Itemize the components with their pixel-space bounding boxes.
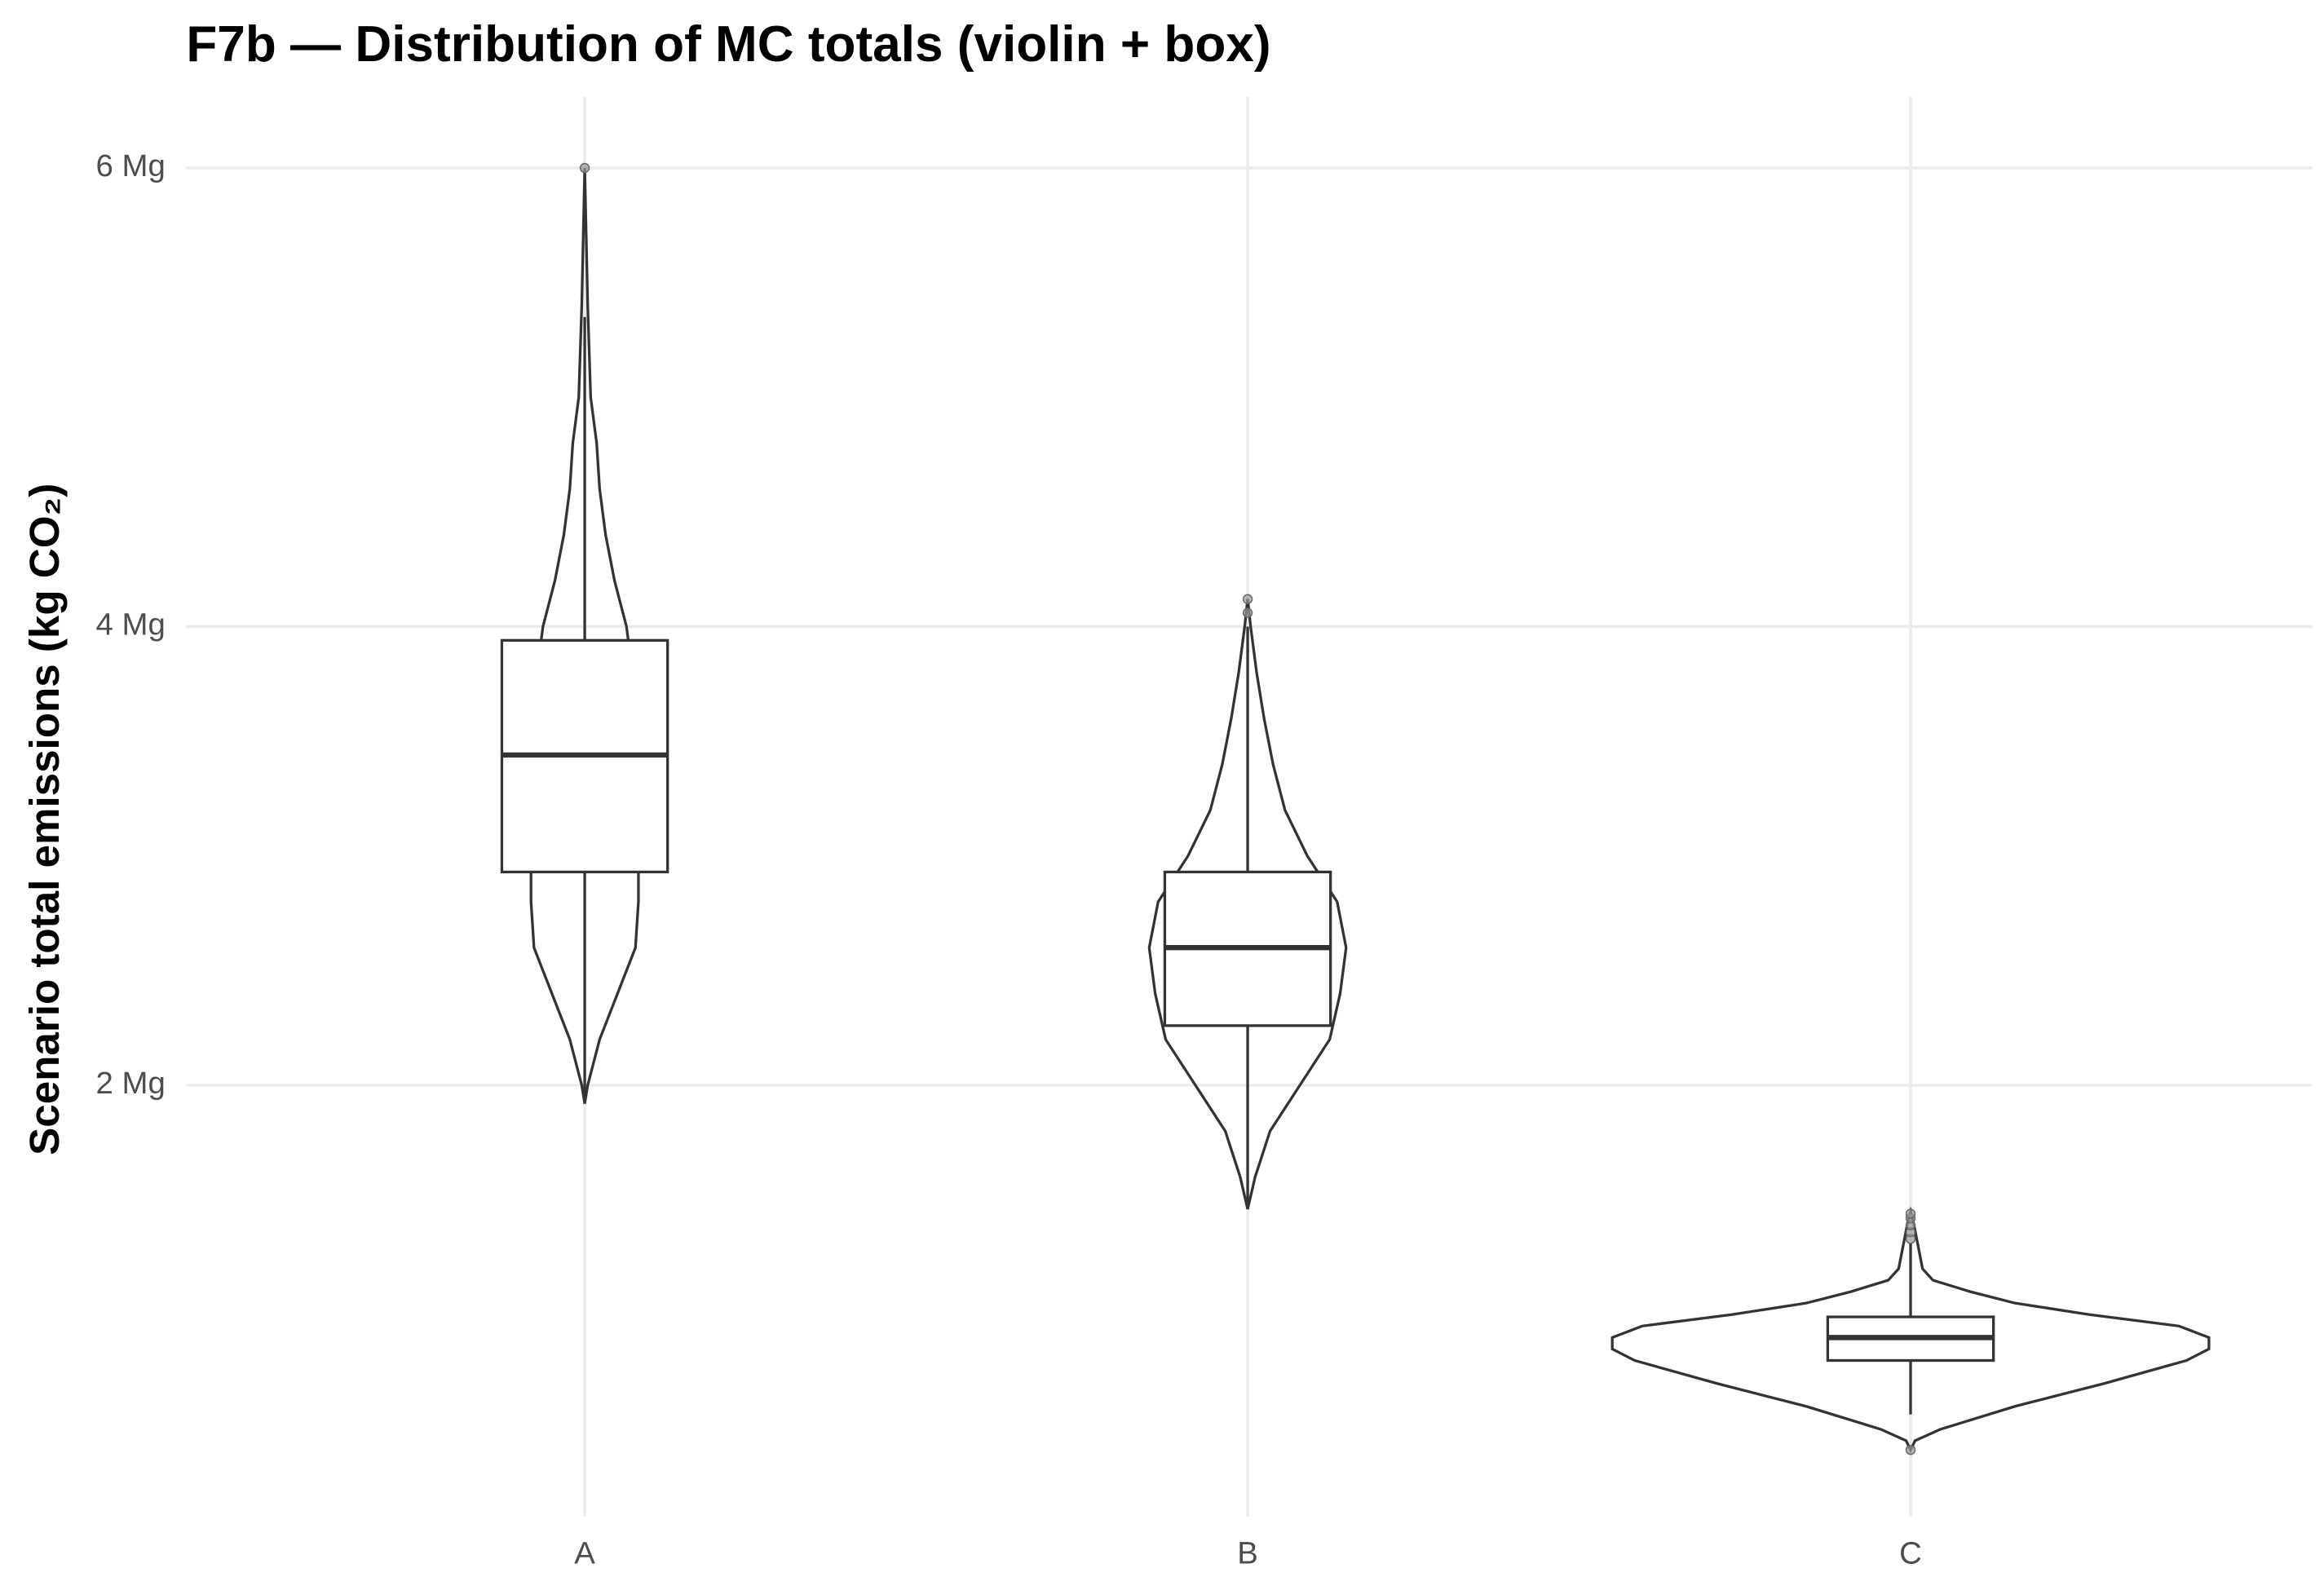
- x-tick-label: C: [1899, 1535, 1922, 1570]
- outlier: [1242, 607, 1253, 618]
- y-axis-title: Scenario total emissions (kg CO₂): [21, 484, 68, 1155]
- y-tick-label: 4 Mg: [96, 607, 166, 643]
- outlier: [1242, 594, 1253, 604]
- x-tick-label: B: [1237, 1535, 1258, 1570]
- outlier: [1905, 1444, 1916, 1455]
- outlier: [1905, 1208, 1916, 1219]
- y-tick-label: 2 Mg: [96, 1066, 166, 1101]
- chart-title: F7b — Distribution of MC totals (violin …: [186, 16, 1270, 73]
- outlier: [579, 162, 590, 174]
- y-tick-label: 6 Mg: [96, 148, 166, 183]
- x-tick-label: A: [574, 1535, 595, 1570]
